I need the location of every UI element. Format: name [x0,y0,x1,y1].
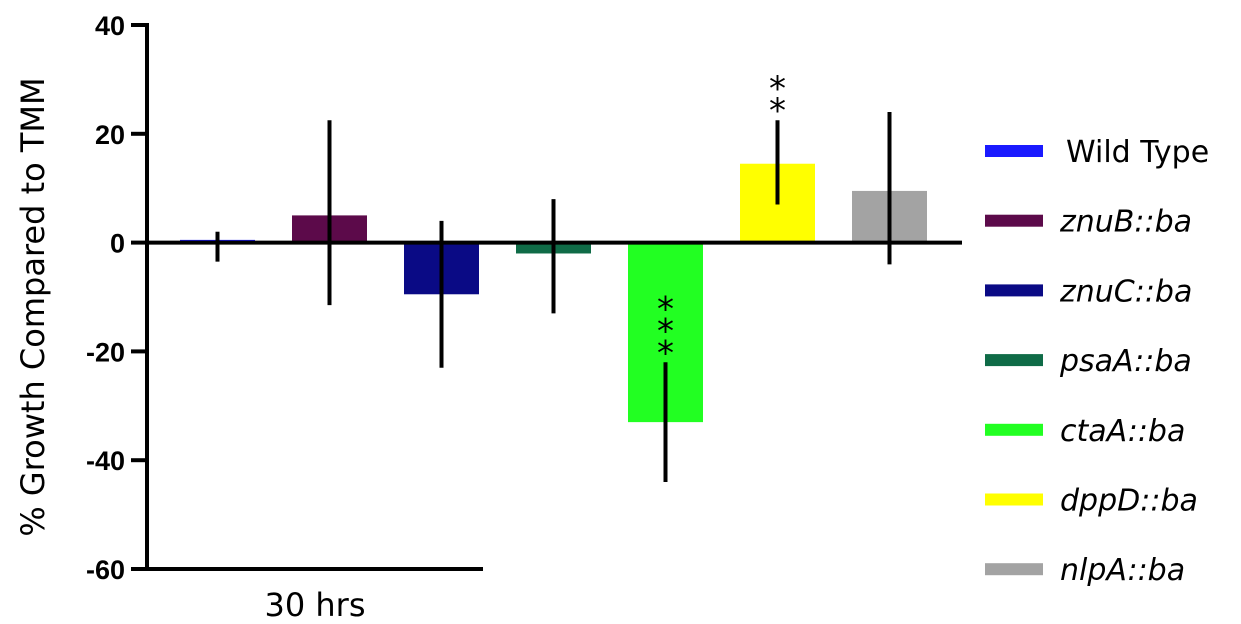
legend-label: znuB::ba [1059,205,1192,240]
legend-label: dppD::ba [1060,484,1198,519]
legend-label: nlpA::ba [1060,553,1185,588]
significance-annotations: ***** [657,69,786,373]
significance-star: * [657,333,674,373]
y-tick-label: -60 [86,555,125,585]
legend-swatch [985,493,1043,506]
significance-star: * [769,69,786,109]
y-axis-ticks: 40 20 0 -20 -40 -60 [86,11,147,585]
y-tick-label: 40 [95,11,125,41]
legend-label: Wild Type [1066,135,1209,170]
legend-swatch [985,214,1043,227]
x-axis-title: 30 hrs [265,586,366,624]
y-axis-title: % Growth Compared to TMM [14,77,52,536]
legend-swatch [985,423,1043,436]
legend-swatch [985,354,1043,367]
legend-swatch [985,563,1043,576]
legend-label: znuC::ba [1059,274,1192,309]
significance-star: * [657,289,674,329]
y-tick-label: -20 [86,337,125,367]
legend-label: psaA::ba [1059,344,1192,379]
significance-star: * [769,91,786,131]
legend-swatch [985,145,1043,157]
y-tick-label: 0 [110,229,125,259]
y-tick-label: 20 [95,120,125,150]
legend: Wild TypeznuB::baznuC::bapsaA::bactaA::b… [985,135,1209,588]
y-tick-label: -40 [86,446,125,476]
error-bars [215,112,892,482]
legend-swatch [985,284,1043,297]
legend-label: ctaA::ba [1060,414,1185,449]
significance-star: * [657,311,674,351]
